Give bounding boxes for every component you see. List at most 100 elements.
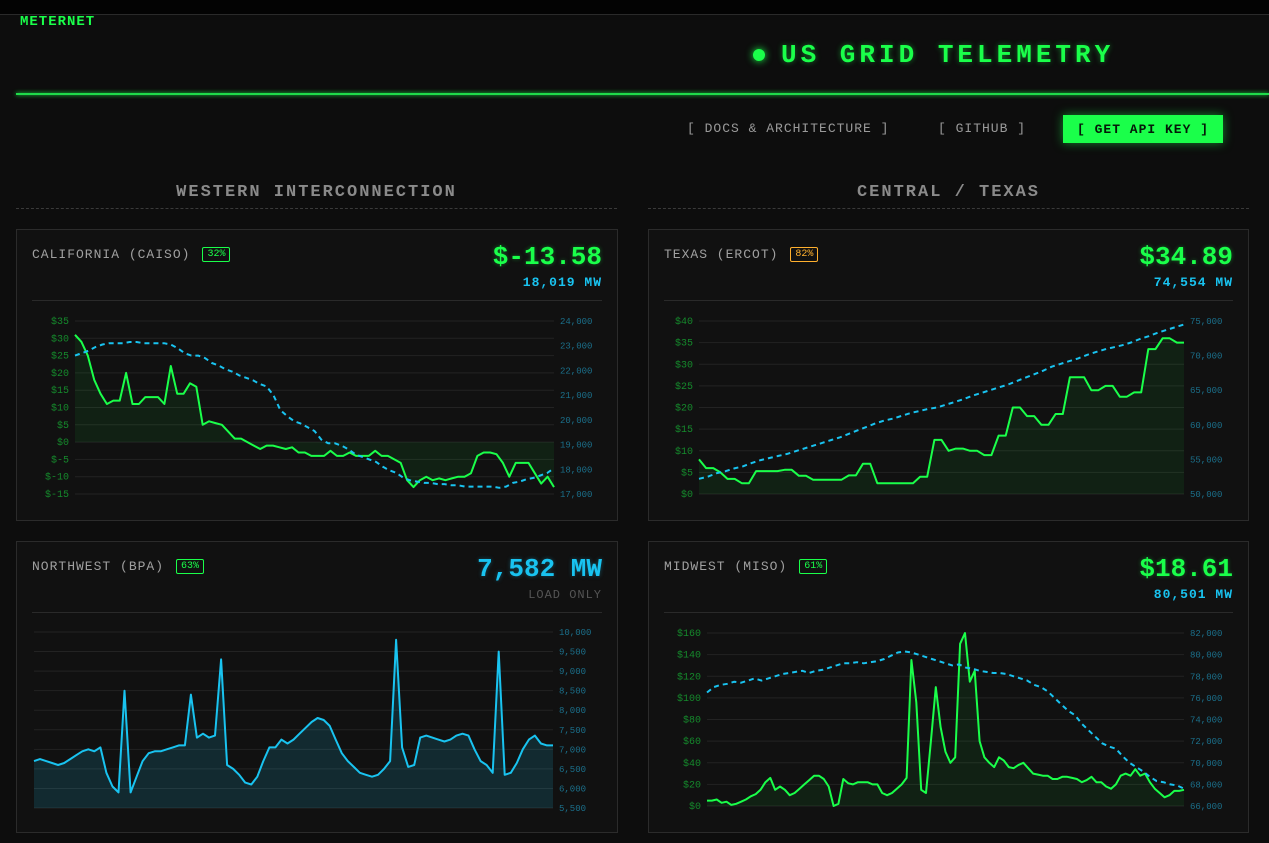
load-line (706, 650, 1185, 790)
price-tick-label: $-10 (45, 472, 69, 484)
panel-title: NORTHWEST (BPA) 63% (32, 559, 205, 574)
docs-link[interactable]: [ DOCS & ARCHITECTURE ] (687, 121, 890, 136)
price-tick-label: $30 (675, 359, 693, 371)
panel-title: MIDWEST (MISO) 61% (664, 559, 828, 574)
header-divider (16, 93, 1269, 95)
load-line (698, 323, 1185, 480)
load-tick-label: 18,000 (560, 465, 592, 475)
load-tick-label: 7,000 (559, 745, 586, 755)
load-tick-label: 7,500 (559, 726, 586, 736)
load-only-note: LOAD ONLY (528, 588, 602, 602)
chart-ercot: $40 $35 $30 $25 $20 $15 $10 $5 $0 75,000 70,000 65,… (675, 316, 1222, 501)
load-tick-label: 82,000 (1190, 629, 1222, 639)
price-tick-label: $35 (51, 316, 69, 328)
price-tick-label: $5 (681, 467, 693, 479)
panel-divider (32, 612, 602, 613)
price-tick-label: $80 (683, 715, 701, 727)
load-tick-label: 80,000 (1190, 651, 1222, 661)
price-tick-label: $-15 (45, 489, 69, 501)
region-name: NORTHWEST (BPA) (32, 559, 165, 574)
renewable-badge: 82% (790, 247, 819, 262)
load-tick-label: 76,000 (1190, 694, 1222, 704)
get-api-key-button[interactable]: [ GET API KEY ] (1063, 115, 1223, 143)
price-tick-label: $25 (675, 381, 693, 393)
panel-miso: MIDWEST (MISO) 61% $18.61 80,501 MW $160… (648, 541, 1249, 833)
price-tick-label: $10 (675, 446, 693, 458)
load-tick-label: 65,000 (1190, 386, 1222, 396)
price-tick-label: $20 (683, 779, 701, 791)
page-header: US GRID TELEMETRY (753, 40, 1114, 70)
price-tick-label: $10 (51, 403, 69, 415)
load-tick-label: 70,000 (1190, 352, 1222, 362)
load-tick-label: 72,000 (1190, 737, 1222, 747)
load-line (33, 638, 553, 794)
load-tick-label: 9,500 (559, 648, 586, 658)
load-tick-label: 8,000 (559, 706, 586, 716)
price-value: $-13.58 (492, 242, 602, 272)
load-tick-label: 17,000 (560, 490, 592, 500)
section-title-west: WESTERN INTERCONNECTION (176, 183, 457, 202)
panel-caiso: CALIFORNIA (CAISO) 32% $-13.58 18,019 MW… (16, 229, 618, 521)
price-tick-label: $40 (675, 316, 693, 328)
brand-logo[interactable]: METERNET (20, 14, 96, 30)
price-tick-label: $40 (683, 758, 701, 770)
load-tick-label: 23,000 (560, 342, 592, 352)
price-tick-label: $15 (675, 424, 693, 436)
load-value: 74,554 MW (1153, 275, 1233, 290)
price-tick-label: $140 (677, 650, 701, 662)
price-tick-label: $15 (51, 385, 69, 397)
panel-divider (664, 612, 1233, 613)
price-area (707, 633, 1184, 806)
load-tick-label: 5,500 (559, 804, 586, 814)
renewable-badge: 63% (176, 559, 205, 574)
price-tick-label: $160 (677, 628, 701, 640)
chart-miso: $160 $140 $120 $100 $80 $60 $40 $20 $0 82,000 80,0… (677, 628, 1222, 813)
load-headline: 7,582 MW (477, 554, 602, 584)
price-tick-label: $100 (677, 693, 701, 705)
load-tick-label: 20,000 (560, 416, 592, 426)
load-tick-label: 6,500 (559, 765, 586, 775)
price-tick-label: $120 (677, 671, 701, 683)
load-tick-label: 9,000 (559, 667, 586, 677)
panel-divider (664, 300, 1233, 301)
load-area (34, 639, 553, 808)
load-tick-label: 66,000 (1190, 802, 1222, 812)
price-tick-label: $60 (683, 736, 701, 748)
page-title: US GRID TELEMETRY (781, 40, 1115, 70)
section-rule-central (648, 208, 1249, 209)
panel-ercot: TEXAS (ERCOT) 82% $34.89 74,554 MW $40 $3… (648, 229, 1249, 521)
price-tick-label: $0 (681, 489, 693, 501)
section-title-central: CENTRAL / TEXAS (856, 183, 1041, 202)
load-value: 18,019 MW (522, 275, 602, 290)
price-tick-label: $30 (51, 333, 69, 345)
load-tick-label: 75,000 (1190, 317, 1222, 327)
price-tick-label: $20 (51, 368, 69, 380)
status-dot-icon (753, 49, 765, 61)
github-link[interactable]: [ GITHUB ] (938, 121, 1027, 136)
price-tick-label: $25 (51, 351, 69, 363)
renewable-badge: 61% (799, 559, 828, 574)
price-value: $18.61 (1139, 554, 1233, 584)
region-name: MIDWEST (MISO) (664, 559, 788, 574)
price-tick-label: $0 (689, 801, 701, 813)
load-tick-label: 6,000 (559, 784, 586, 794)
price-line (698, 337, 1184, 485)
load-tick-label: 68,000 (1190, 780, 1222, 790)
chart-caiso: $35 $30 $25 $20 $15 $10 $5 $0 $-5 $-10 $-15 24,000 2… (45, 316, 592, 501)
price-area (75, 334, 554, 488)
price-tick-label: $35 (675, 338, 693, 350)
window-top-strip (0, 0, 1269, 15)
price-tick-label: $5 (57, 420, 69, 432)
load-tick-label: 24,000 (560, 317, 592, 327)
panel-title: TEXAS (ERCOT) 82% (664, 247, 819, 262)
load-tick-label: 78,000 (1190, 672, 1222, 682)
price-tick-label: $20 (675, 403, 693, 415)
region-name: TEXAS (ERCOT) (664, 247, 779, 262)
load-value: 80,501 MW (1153, 587, 1233, 602)
price-line (707, 632, 1185, 807)
price-line (74, 334, 555, 489)
load-tick-label: 8,500 (559, 687, 586, 697)
section-rule-west (16, 208, 617, 209)
load-tick-label: 70,000 (1190, 759, 1222, 769)
load-tick-label: 19,000 (560, 441, 592, 451)
